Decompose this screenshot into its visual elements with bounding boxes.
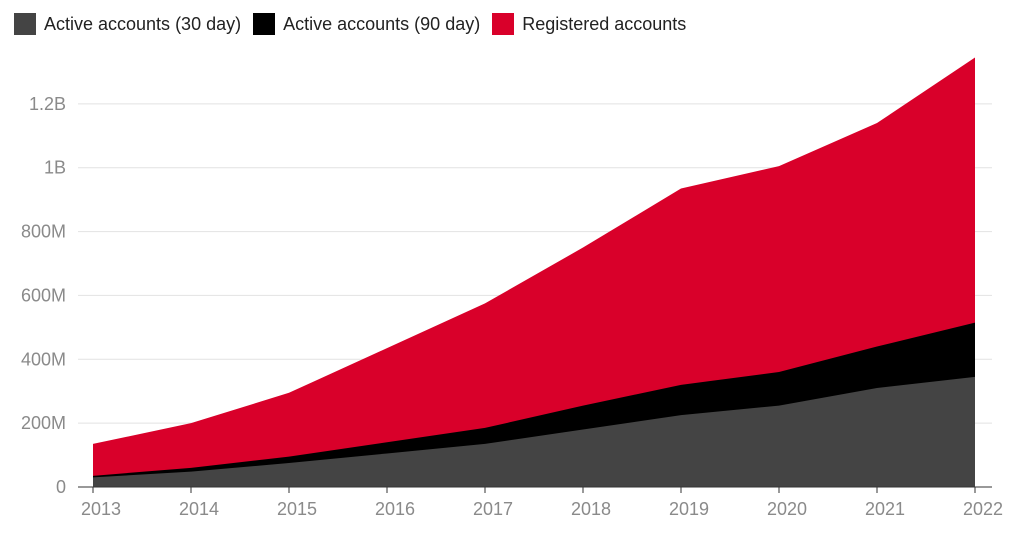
x-tick-label: 2015 [277,499,317,519]
x-tick-label: 2016 [375,499,415,519]
y-tick-label: 400M [21,349,66,369]
legend-item-active-30: Active accounts (30 day) [14,13,241,35]
legend-label-registered: Registered accounts [522,13,687,34]
y-tick-label: 1.2B [29,94,66,114]
y-tick-label: 0 [56,477,66,497]
x-tick-label: 2021 [865,499,905,519]
x-tick-label: 2018 [571,499,611,519]
legend-swatch-active-30 [14,13,36,35]
axes: 0 200M 400M 600M 800M 1B 1.2B 2013 2014 2015 2016 2… [21,94,1003,519]
x-tick-label: 2019 [669,499,709,519]
x-tick-label: 2017 [473,499,513,519]
area-active-accounts-30-day [93,376,975,487]
x-tick-label: 2013 [81,499,121,519]
area-series [93,57,975,487]
legend-item-active-90: Active accounts (90 day) [253,13,480,35]
legend-swatch-active-90 [253,13,276,35]
legend-item-registered: Registered accounts [492,13,686,35]
chart-legend: Active accounts (30 day) Active accounts… [14,10,698,38]
y-tick-label: 800M [21,222,66,242]
y-tick-label: 200M [21,413,66,433]
legend-label-active-30: Active accounts (30 day) [44,13,242,34]
y-tick-label: 600M [21,285,66,305]
x-tick-label: 2022 [963,499,1003,519]
x-tick-label: 2020 [767,499,807,519]
legend-swatch-registered [492,13,515,35]
legend-label-active-90: Active accounts (90 day) [283,13,481,34]
x-tick-label: 2014 [179,499,219,519]
y-tick-label: 1B [44,158,66,178]
